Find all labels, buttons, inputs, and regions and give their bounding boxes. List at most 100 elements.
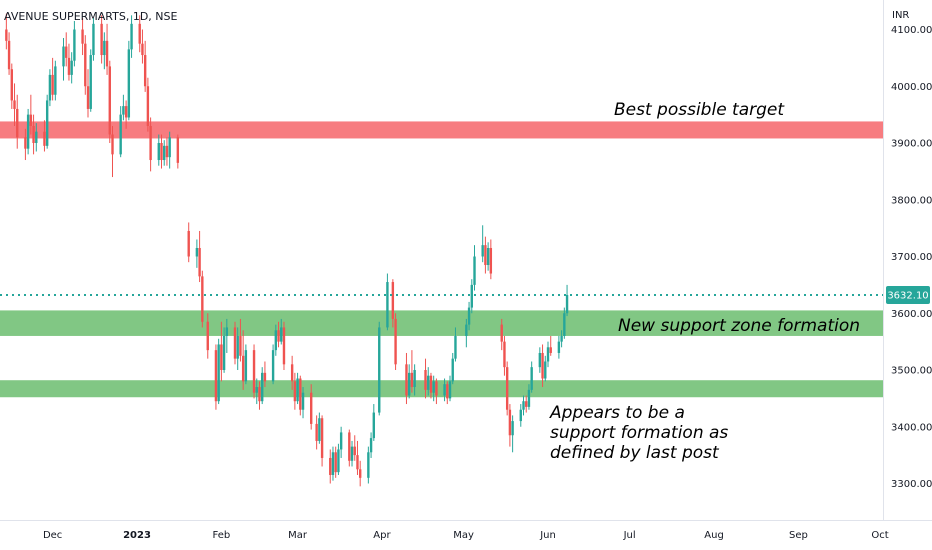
- candle: [563, 307, 566, 339]
- candle: [5, 13, 8, 50]
- candle: [356, 440, 359, 475]
- zone-target-0: [0, 121, 883, 139]
- candle-body: [427, 375, 430, 390]
- x-tick-label: Feb: [213, 530, 231, 541]
- candle-body: [405, 364, 408, 396]
- candle-body: [511, 421, 514, 436]
- support-zone-label: New support zone formation: [618, 316, 860, 336]
- candle: [62, 38, 65, 81]
- candle-body: [43, 131, 46, 146]
- candle: [43, 120, 46, 152]
- candle: [51, 57, 54, 101]
- candle-body: [92, 23, 95, 56]
- candle: [448, 375, 452, 402]
- x-tick-label: Dec: [43, 530, 62, 541]
- candle-body: [103, 40, 106, 56]
- candle-body: [500, 324, 503, 342]
- candle-body: [244, 350, 248, 382]
- candle-body: [84, 43, 87, 87]
- candle-body: [277, 330, 280, 342]
- candle: [130, 15, 133, 58]
- y-tick-label: 4000.00: [891, 82, 932, 93]
- candle-body: [560, 335, 563, 342]
- candle: [277, 321, 280, 348]
- candle: [141, 29, 144, 64]
- candle-body: [386, 282, 389, 328]
- candle: [176, 134, 180, 169]
- y-tick-label: 4100.00: [891, 25, 932, 36]
- candle-body: [261, 372, 264, 402]
- candle: [280, 318, 283, 345]
- candle: [511, 415, 514, 453]
- candle: [24, 128, 27, 161]
- candle: [410, 350, 414, 393]
- candle: [367, 446, 370, 484]
- candle-body: [369, 438, 373, 453]
- candle-body: [62, 46, 65, 67]
- y-tick-label: 3800.00: [891, 195, 932, 206]
- candle-body: [432, 381, 435, 393]
- price-axis[interactable]: INR 3300.00 3400.00 3500.00 3600.00 3700.00 3…: [883, 0, 932, 520]
- candle: [470, 279, 473, 314]
- candle: [214, 344, 218, 410]
- candle-body: [549, 347, 552, 353]
- time-axis[interactable]: Dec 2023 Feb Mar Apr May Jun Jul Aug Sep Oct: [0, 520, 932, 542]
- candle: [353, 435, 356, 461]
- candle: [108, 60, 111, 143]
- candle: [105, 23, 109, 75]
- candle: [261, 367, 264, 405]
- candle: [424, 358, 427, 399]
- candle: [484, 236, 487, 274]
- candle-body: [484, 245, 487, 266]
- candle: [81, 18, 84, 56]
- candle: [244, 344, 248, 385]
- candle: [225, 318, 229, 353]
- candle-body: [143, 55, 147, 87]
- candle-body: [448, 381, 452, 399]
- candle: [467, 301, 471, 331]
- candle: [407, 364, 411, 399]
- candle: [293, 372, 297, 410]
- candle: [233, 321, 237, 365]
- candle: [369, 432, 373, 458]
- candle: [45, 94, 49, 149]
- candle-body: [378, 327, 381, 413]
- support-note-line: Appears to be a: [549, 403, 685, 423]
- candle: [127, 40, 131, 121]
- y-tick-label: 3300.00: [891, 479, 932, 490]
- candle-body: [146, 86, 150, 126]
- candle-body: [367, 452, 370, 478]
- candles-layer: [5, 13, 569, 487]
- candle-body: [309, 392, 313, 424]
- candle-body: [331, 452, 335, 475]
- candle-body: [274, 330, 278, 351]
- candle: [557, 335, 561, 359]
- candle: [454, 327, 457, 362]
- candle: [318, 412, 321, 444]
- candle: [522, 395, 525, 416]
- candle-body: [255, 387, 258, 393]
- candle-body: [530, 367, 533, 390]
- last-price-label: 3632.10: [887, 291, 928, 302]
- candle: [89, 49, 92, 112]
- candle-body: [220, 344, 223, 370]
- candle: [405, 352, 408, 405]
- candle: [201, 270, 204, 328]
- x-tick-label: Jun: [539, 530, 556, 541]
- candle-body: [239, 335, 242, 356]
- candle-body: [263, 372, 267, 382]
- candle-body: [130, 23, 133, 50]
- candle: [315, 415, 318, 450]
- candle-body: [35, 131, 38, 143]
- candle: [350, 440, 354, 467]
- candle: [124, 100, 128, 129]
- candle: [427, 367, 430, 396]
- candle-body: [165, 145, 169, 158]
- candle-body: [217, 344, 220, 402]
- candle-body: [451, 358, 454, 382]
- candle-body: [187, 230, 190, 257]
- zone-support-1: [0, 310, 883, 336]
- candle-body: [48, 74, 52, 101]
